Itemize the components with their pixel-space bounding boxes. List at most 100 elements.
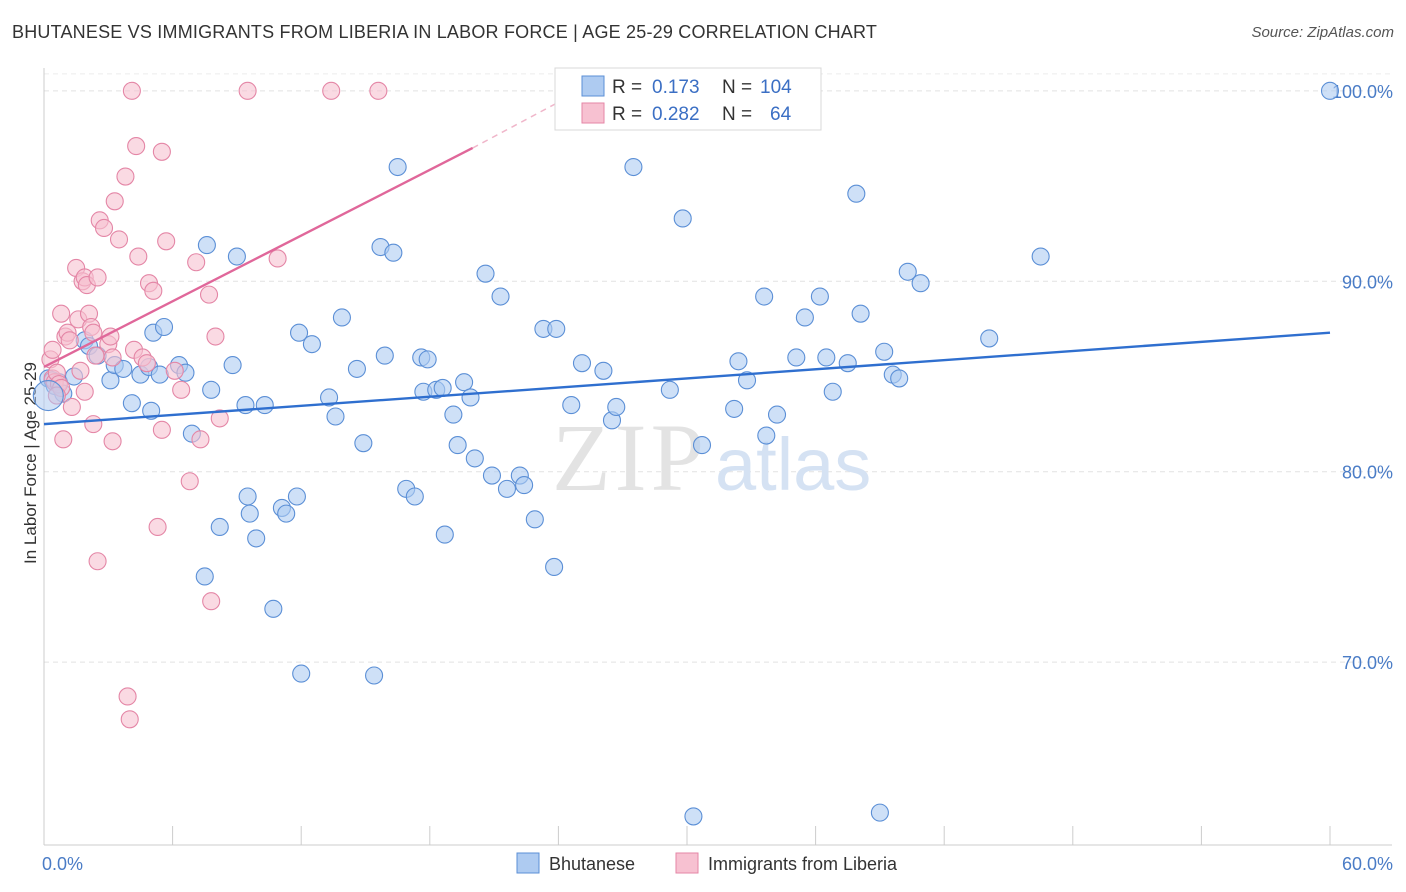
point-liberia <box>369 81 388 100</box>
y-tick-label: 90.0% <box>1342 272 1393 292</box>
point-bhutanese <box>332 308 351 327</box>
point-liberia <box>180 472 199 491</box>
point-liberia <box>129 247 148 266</box>
point-liberia <box>103 432 122 451</box>
legend-r-label-liberia: R = <box>612 104 642 125</box>
point-liberia <box>120 710 139 729</box>
point-bhutanese <box>435 525 454 544</box>
point-bhutanese <box>223 356 242 375</box>
point-liberia <box>116 167 135 186</box>
point-bhutanese <box>290 323 309 342</box>
point-liberia <box>60 331 79 350</box>
point-liberia <box>148 517 167 537</box>
bottom-legend-swatch-bhutanese <box>516 852 540 874</box>
point-bhutanese <box>491 287 510 306</box>
point-bhutanese <box>547 319 566 338</box>
point-bhutanese <box>1320 81 1340 100</box>
point-bhutanese <box>384 243 403 262</box>
source-credit: Source: ZipAtlas.com <box>1251 24 1394 41</box>
point-bhutanese <box>980 329 999 348</box>
point-liberia <box>202 592 221 611</box>
legend-n-label-bhutanese: N = <box>722 77 752 98</box>
point-liberia <box>322 81 341 100</box>
point-liberia <box>238 81 257 100</box>
legend-r-label-bhutanese: R = <box>612 77 642 98</box>
axes <box>43 68 1392 846</box>
point-bhutanese <box>444 405 463 424</box>
point-liberia <box>103 348 122 367</box>
point-liberia <box>127 137 146 156</box>
legend-swatch-bhutanese <box>581 75 605 97</box>
point-bhutanese <box>326 407 345 426</box>
point-bhutanese <box>911 274 930 293</box>
point-liberia <box>152 142 171 161</box>
point-bhutanese <box>476 264 495 283</box>
point-bhutanese <box>572 354 592 373</box>
point-liberia <box>94 218 114 238</box>
series-legend: Bhutanese Immigrants from Liberia <box>516 852 898 874</box>
point-liberia <box>187 253 206 272</box>
point-bhutanese <box>465 449 484 468</box>
point-bhutanese <box>890 369 909 388</box>
correlation-legend: R = 0.173 N = 104 R = 0.282 N = 64 <box>554 67 822 131</box>
point-bhutanese <box>197 236 216 255</box>
trend-line-liberia <box>43 146 474 369</box>
point-bhutanese <box>277 504 296 523</box>
point-bhutanese <box>210 517 229 537</box>
point-bhutanese <box>624 157 643 177</box>
x-tick-label-max: 60.0% <box>1342 854 1393 874</box>
point-bhutanese <box>375 346 394 365</box>
bottom-legend-swatch-liberia <box>675 852 699 874</box>
point-bhutanese <box>898 262 917 281</box>
point-bhutanese <box>607 397 626 417</box>
point-liberia <box>43 340 62 359</box>
point-bhutanese <box>287 487 306 506</box>
point-bhutanese <box>302 335 321 354</box>
point-bhutanese <box>418 350 437 369</box>
legend-r-value-liberia: 0.282 <box>652 104 700 125</box>
point-bhutanese <box>202 380 221 399</box>
point-bhutanese <box>264 599 283 618</box>
point-bhutanese <box>354 434 373 453</box>
grid-lines <box>44 73 1390 663</box>
point-bhutanese <box>545 557 564 577</box>
point-liberia <box>105 192 124 211</box>
point-bhutanese <box>767 405 787 424</box>
scatter-points <box>32 81 1340 826</box>
watermark-zip: ZIP <box>552 404 708 511</box>
y-tick-label: 70.0% <box>1342 653 1393 673</box>
legend-swatch-liberia <box>581 102 605 124</box>
point-liberia <box>54 430 73 449</box>
point-liberia <box>191 430 210 449</box>
point-liberia <box>210 409 229 428</box>
point-bhutanese <box>448 436 467 455</box>
point-bhutanese <box>388 157 407 177</box>
point-bhutanese <box>838 354 857 373</box>
point-bhutanese <box>755 287 774 306</box>
point-bhutanese <box>433 378 452 397</box>
point-liberia <box>137 354 156 373</box>
point-bhutanese <box>757 426 776 445</box>
point-bhutanese <box>497 479 517 498</box>
point-bhutanese <box>247 529 266 548</box>
point-bhutanese <box>847 184 866 203</box>
legend-n-label-liberia: N = <box>722 104 752 125</box>
legend-r-value-bhutanese: 0.173 <box>652 77 700 98</box>
point-liberia <box>122 81 141 100</box>
point-bhutanese <box>729 352 748 371</box>
point-bhutanese <box>154 317 174 337</box>
point-bhutanese <box>405 487 424 506</box>
point-bhutanese <box>238 487 257 506</box>
point-bhutanese <box>870 803 889 822</box>
point-liberia <box>118 687 137 706</box>
point-bhutanese <box>114 359 133 378</box>
point-bhutanese <box>255 396 274 415</box>
point-liberia <box>172 380 191 399</box>
point-bhutanese <box>240 504 259 523</box>
point-bhutanese <box>320 388 339 407</box>
point-bhutanese <box>875 342 894 361</box>
point-bhutanese <box>795 308 814 327</box>
legend-n-value-bhutanese: 104 <box>760 77 792 98</box>
point-bhutanese <box>673 209 692 228</box>
